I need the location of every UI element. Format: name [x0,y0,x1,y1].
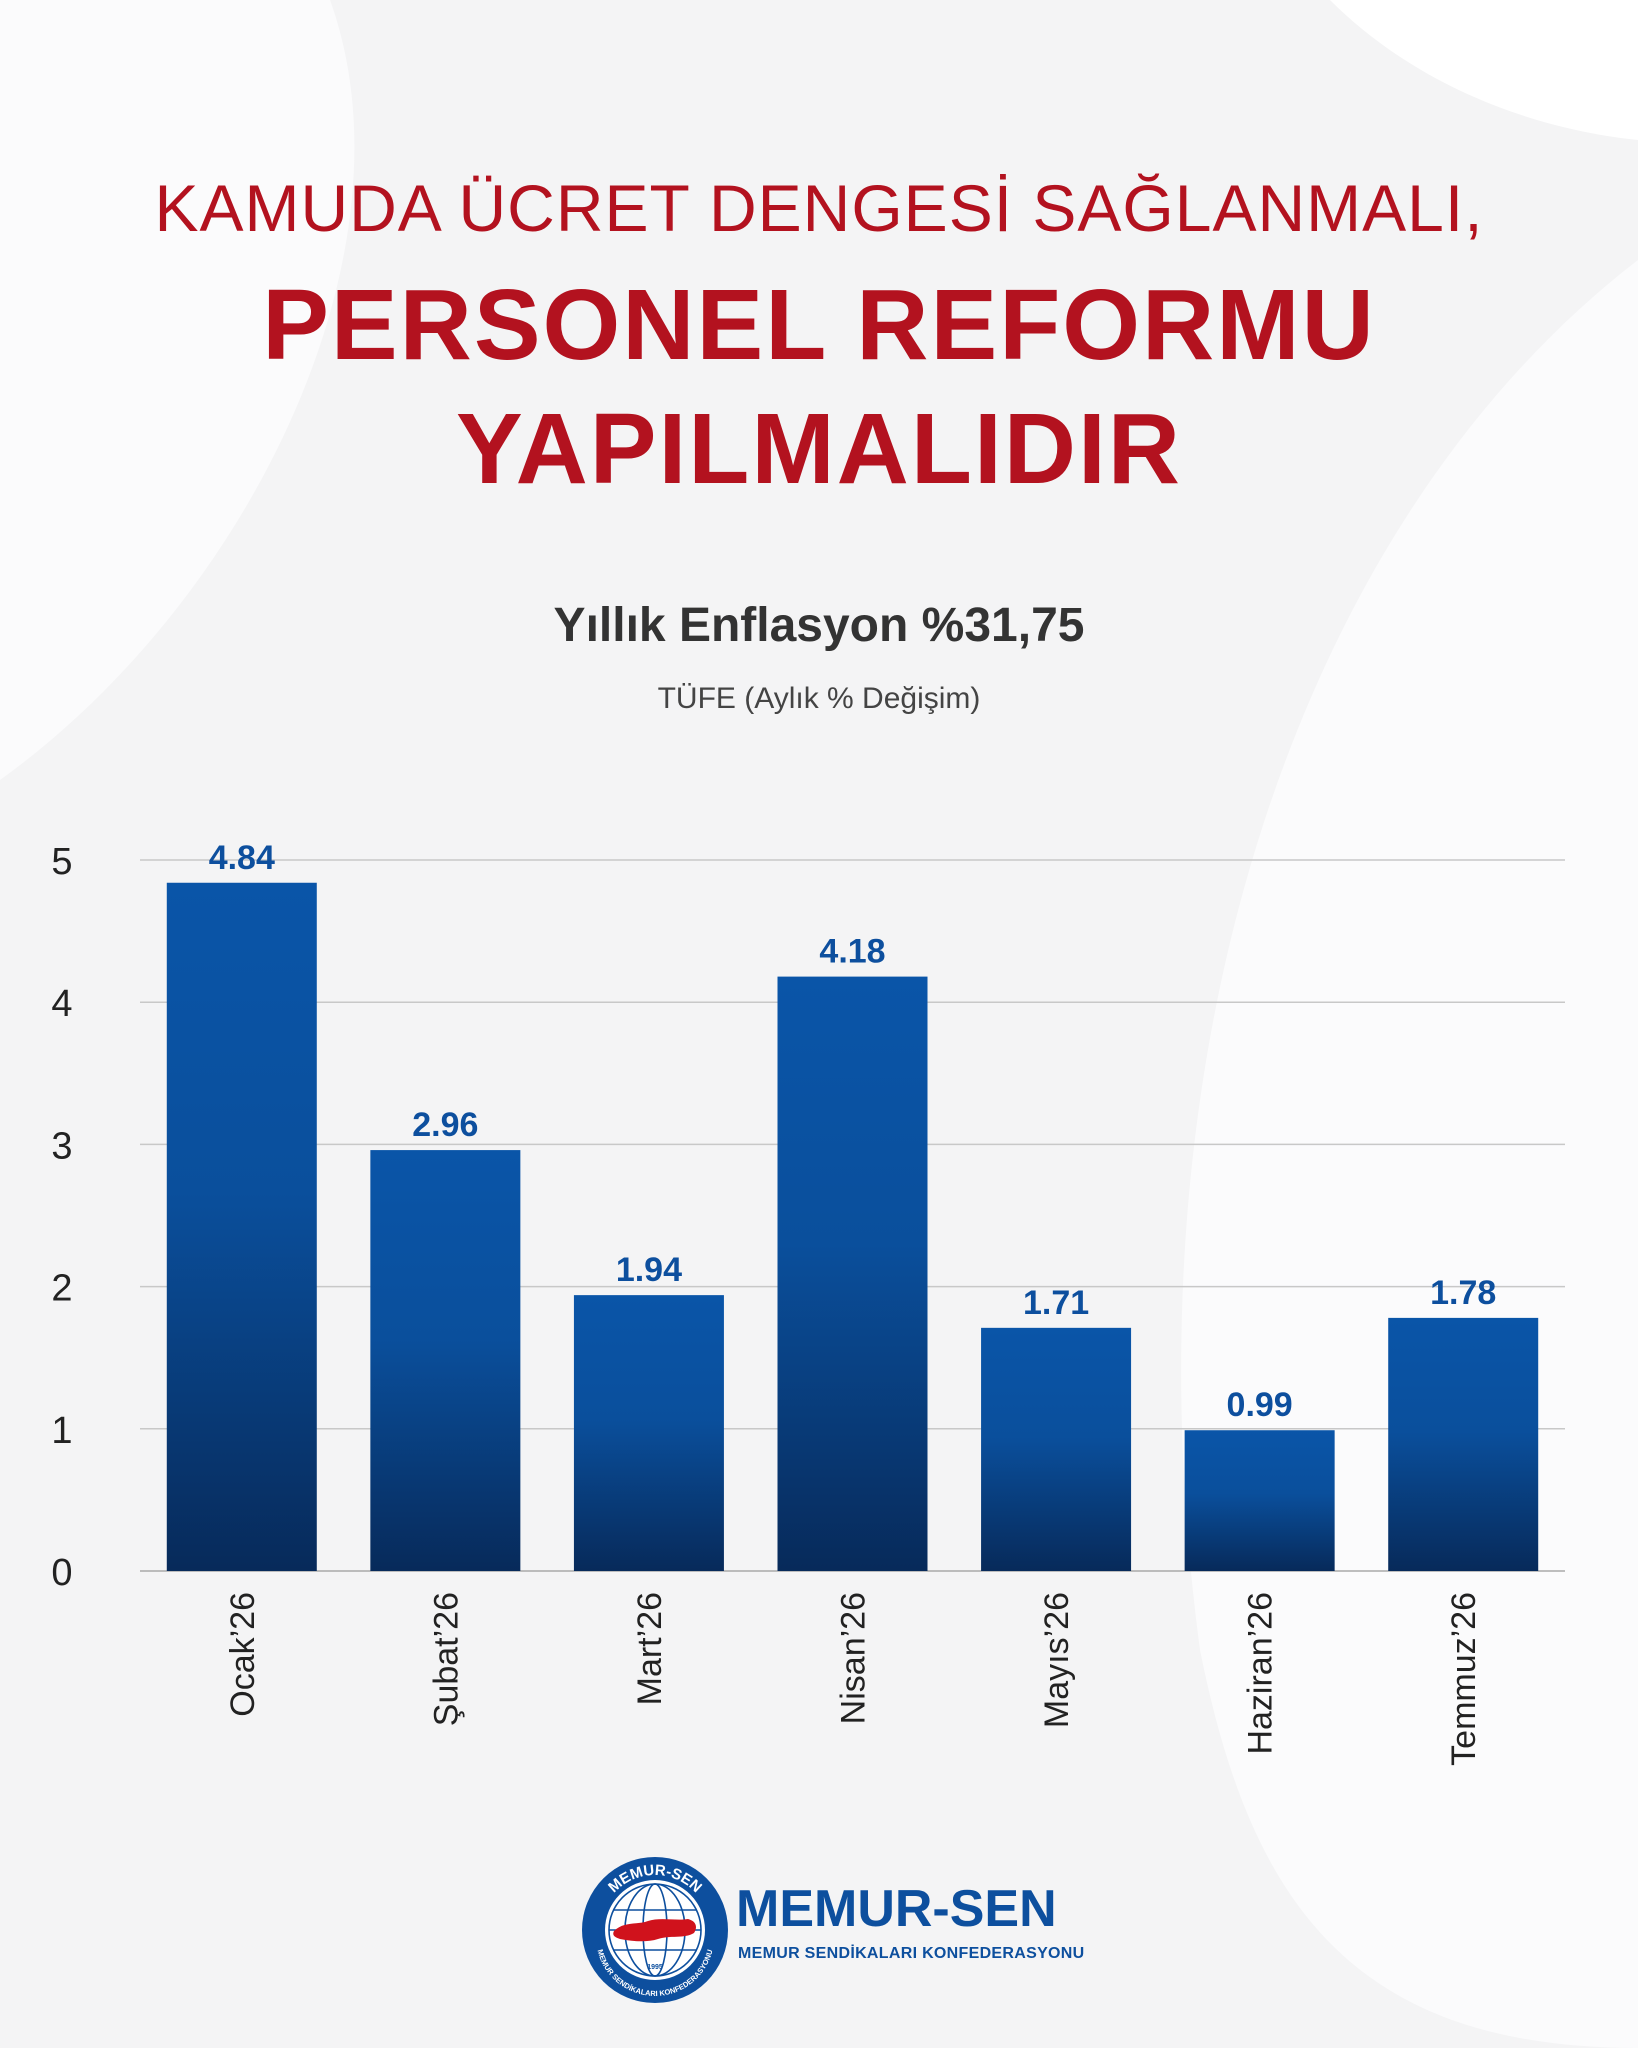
bar-value-label: 2.96 [412,1106,478,1144]
chart-title: Yıllık Enflasyon %31,75 [553,599,1085,652]
headline-line-1: KAMUDA ÜCRET DENGESİ SAĞLANMALI, [154,171,1484,245]
bar-value-label: 1.71 [1023,1284,1089,1322]
x-tick-label: Ocak’26 [224,1592,262,1717]
bar-value-label: 4.18 [819,933,885,971]
bar [1184,1430,1335,1571]
y-tick-label: 4 [51,983,72,1025]
x-tick-label: Nisan’26 [835,1592,873,1724]
brand-name: MEMUR-SEN [736,1880,1057,1938]
x-axis-ticks: Ocak’26 Şubat’26 Mart’26 Nisan’26 Mayıs’26 Ha… [224,1592,1483,1766]
chart-subtitle: TÜFE (Aylık % Değişim) [657,682,981,715]
y-tick-label: 3 [51,1125,72,1167]
bar [166,882,317,1571]
value-labels: 4.84 2.96 1.94 4.18 1.71 0.99 1.78 [209,839,1497,1424]
bar-value-label: 0.99 [1227,1386,1293,1424]
headline-line-2: PERSONEL REFORMU [262,269,1376,381]
y-tick-label: 0 [51,1552,72,1594]
y-tick-label: 5 [51,841,72,883]
bar [573,1295,724,1571]
y-tick-label: 2 [51,1268,72,1310]
brand-tagline: MEMUR SENDİKALARI KONFEDERASYONU [738,1945,1085,1962]
x-tick-label: Temmuz’26 [1445,1592,1483,1766]
bar-value-label: 4.84 [209,839,275,877]
bars [166,882,1539,1571]
x-tick-label: Mayıs’26 [1038,1592,1076,1728]
y-axis-ticks: 0 1 2 3 4 5 [51,841,72,1594]
bar [370,1150,521,1571]
x-tick-label: Mart’26 [631,1592,669,1705]
bar [981,1327,1132,1571]
bar [777,976,928,1571]
y-tick-label: 1 [51,1410,72,1452]
bar [1388,1317,1539,1571]
headline-line-3: YAPILMALIDIR [456,393,1182,505]
x-tick-label: Haziran’26 [1242,1592,1280,1755]
x-tick-label: Şubat’26 [427,1592,465,1726]
brand-logo: MEMUR-SEN MEMUR SENDİKALARI KONFEDERASYO… [580,1855,1084,2005]
globe-emblem-icon: MEMUR-SEN MEMUR SENDİKALARI KONFEDERASYO… [582,1857,728,2003]
bar-value-label: 1.94 [616,1251,682,1289]
emblem-year: 1995 [647,1964,663,1971]
bar-value-label: 1.78 [1430,1274,1496,1312]
